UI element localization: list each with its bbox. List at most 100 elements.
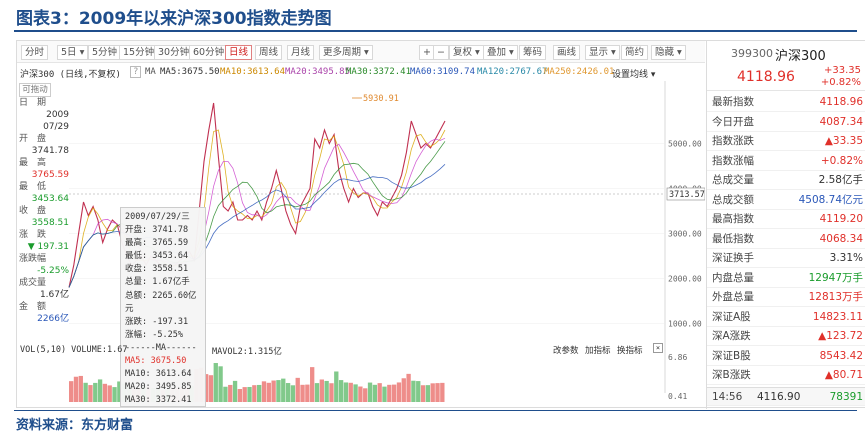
volume-bar	[281, 378, 286, 402]
period-5day[interactable]: 5日 ▾	[57, 45, 89, 60]
quote-row: 深证A股 14823.11	[707, 308, 865, 327]
price-chart[interactable]: 6.860.41 1000.002000.003000.004000.00500…	[17, 41, 705, 409]
period-60min[interactable]: 60分钟	[189, 45, 229, 60]
ma60-label: MA60:3109.74	[410, 67, 476, 77]
data-window-label: 日 期	[19, 98, 47, 108]
quote-value: ▲33.35	[824, 135, 863, 147]
data-window-value: 3558.51	[31, 218, 69, 228]
volume-bar	[117, 381, 122, 402]
volume-bar	[324, 380, 329, 402]
period-daily[interactable]: 日线	[225, 45, 253, 60]
volume-bar	[348, 382, 353, 402]
ma-legend: 沪深300 (日线,不复权) ? MA MA5:3675.50 MA10:361…	[17, 64, 705, 80]
period-weekly[interactable]: 周线	[255, 45, 283, 60]
quote-label: 内盘总量	[712, 271, 754, 284]
add-indicator-button[interactable]: 加指标	[585, 346, 611, 356]
volume-bar	[203, 374, 209, 402]
ma10-label: MA10:3613.64	[220, 67, 286, 77]
tooltip-line: MA20: 3495.85	[125, 382, 192, 393]
ma250-label: MA250:2426.01	[544, 67, 615, 77]
quote-row: 深A涨跌 ▲123.72	[707, 327, 865, 346]
quote-value: ▲80.71	[824, 369, 863, 381]
tooltip-line: 最低: 3453.64	[125, 251, 189, 262]
overlay-dropdown[interactable]: 叠加 ▾	[483, 45, 518, 60]
volume-bar	[237, 389, 243, 402]
current-level-box	[666, 187, 705, 201]
period-5min[interactable]: 5分钟	[88, 45, 122, 60]
volume-bar	[257, 384, 262, 402]
volume-bar	[430, 383, 435, 402]
volume-bar	[93, 382, 98, 402]
data-window-value: 3765.59	[31, 170, 69, 180]
volume-bar	[435, 383, 440, 402]
quote-label: 今日开盘	[712, 115, 754, 128]
volume-bar	[425, 385, 431, 402]
volume-bar	[372, 384, 378, 402]
chips-button[interactable]: 筹码	[519, 45, 547, 60]
hide-dropdown[interactable]: 隐藏 ▾	[651, 45, 686, 60]
y-tick-label: 5000.00	[668, 140, 702, 149]
volume-bar	[358, 386, 363, 402]
tooltip-line: 收盘: 3558.51	[125, 264, 189, 275]
volume-bar	[73, 376, 79, 402]
quote-label: 总成交额	[712, 193, 754, 206]
period-intraday[interactable]: 分时	[21, 45, 49, 60]
volume-bar	[266, 382, 271, 402]
quote-value: ▲123.72	[818, 330, 863, 342]
quote-row: 深证B股 8543.42	[707, 347, 865, 366]
tooltip-line: 总额: 2265.60亿元	[125, 290, 197, 314]
display-dropdown[interactable]: 显示 ▾	[585, 45, 620, 60]
volume-bar	[252, 385, 257, 402]
period-15min[interactable]: 15分钟	[119, 45, 159, 60]
simple-button[interactable]: 简约	[621, 45, 649, 60]
quote-row: 外盘总量 12813万手	[707, 288, 865, 307]
data-window-value: 2009	[46, 110, 69, 120]
data-window-value: -5.25%	[37, 266, 69, 276]
draw-button[interactable]: 画线	[553, 45, 581, 60]
data-window-label: 成交量	[19, 278, 47, 288]
quote-value: +0.82%	[820, 154, 863, 167]
volume-bar	[223, 386, 228, 402]
ma-settings-button[interactable]: 设置均线 ▾	[612, 70, 656, 80]
tick-volume: 78391	[829, 391, 863, 403]
switch-indicator-button[interactable]: 换指标	[617, 346, 643, 356]
adjust-dropdown[interactable]: 复权 ▾	[449, 45, 484, 60]
quote-label: 深证B股	[712, 349, 751, 362]
data-window-value: 1.67亿	[39, 290, 69, 300]
quote-value: 12813万手	[808, 291, 863, 303]
close-icon[interactable]: ×	[653, 343, 663, 353]
volume-bar	[367, 382, 373, 402]
volume-legend: VOL(5,10) VOLUME:1.67 MAVOL2:1.315亿 改参数 …	[17, 343, 705, 357]
data-window-row: 涨跌幅 -5.25%	[19, 253, 69, 277]
volume-bar	[406, 373, 411, 402]
volume-bar	[363, 388, 368, 402]
volume-bar	[295, 377, 300, 402]
tooltip-line: MA30: 3372.41	[125, 395, 192, 406]
help-icon[interactable]: ?	[130, 66, 142, 78]
period-more[interactable]: 更多周期 ▾	[319, 45, 373, 60]
tooltip-line: MA10: 3613.64	[125, 369, 192, 380]
ma20-label: MA20:3495.85	[285, 67, 351, 77]
peak-annotation: 5930.91	[352, 94, 399, 104]
quote-value: 4119.20	[819, 213, 863, 225]
volume-bar	[353, 384, 358, 402]
figure-title: 图表3：2009年以来沪深300指数走势图	[16, 9, 332, 29]
quote-row: 最低指数 4068.34	[707, 230, 865, 249]
data-window-row: 最 高 3765.59	[19, 157, 69, 181]
drag-handle[interactable]: 可拖动	[19, 83, 51, 97]
change-params-button[interactable]: 改参数	[553, 346, 579, 356]
data-window-row: 最 低 3453.64	[19, 181, 69, 205]
volume-bar	[261, 381, 267, 402]
data-window-row: 日 期 2009	[19, 97, 69, 121]
tooltip-line: 总量: 1.67亿手	[125, 277, 190, 288]
index-change: +33.35	[823, 65, 861, 76]
zoom-out-button[interactable]: −	[433, 45, 449, 60]
quote-header: 399300 沪深300 4118.96 +33.35 +0.82%	[707, 41, 865, 91]
period-monthly[interactable]: 月线	[287, 45, 315, 60]
chart-toolbar: 分时 5日 ▾ 5分钟 15分钟 30分钟 60分钟 日线 周线 月线 更多周期…	[17, 41, 705, 63]
tooltip-line: MA5: 3675.50	[125, 356, 187, 367]
data-window: 可拖动 日 期 2009 07/29 开 盘 3741.78 最 高 3765.59 最 低 3…	[19, 83, 69, 325]
stock-chart-app: 分时 5日 ▾ 5分钟 15分钟 30分钟 60分钟 日线 周线 月线 更多周期…	[16, 40, 865, 409]
quote-label: 深证A股	[712, 310, 751, 323]
